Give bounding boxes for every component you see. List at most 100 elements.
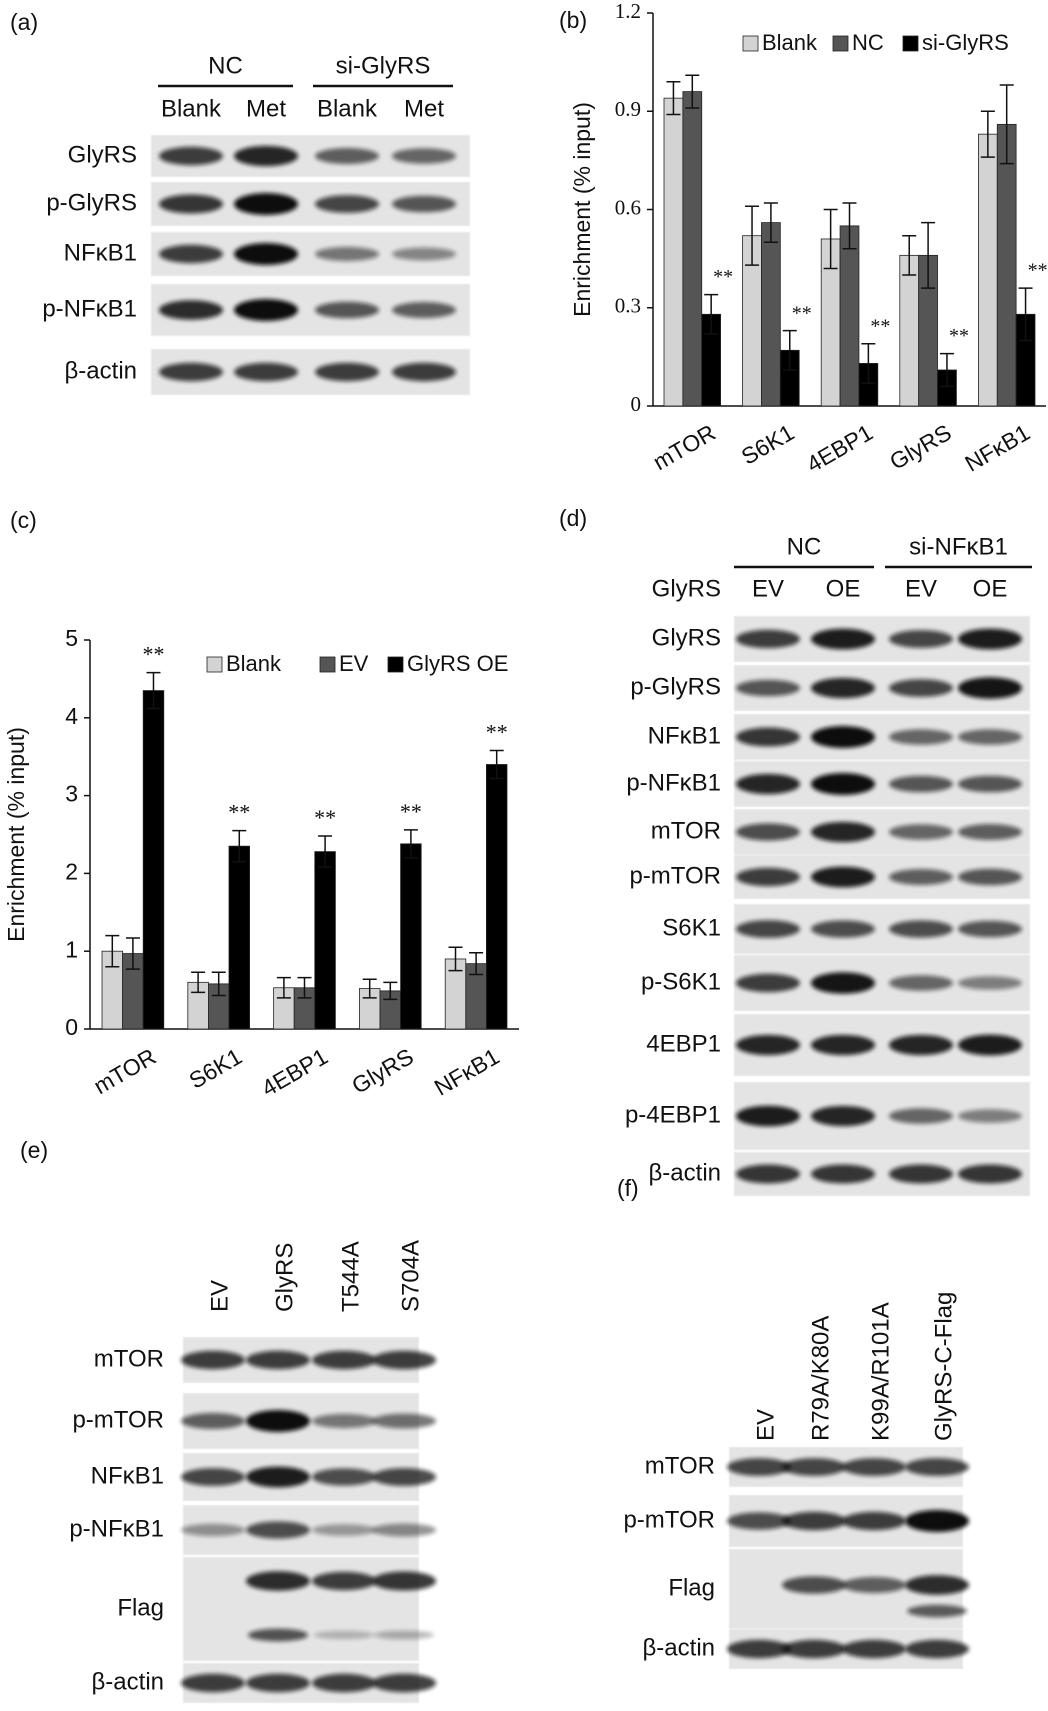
legend-swatch [319,656,336,673]
blot-band [889,679,953,697]
blot-band [811,920,875,938]
blot-band [315,246,379,262]
row-label: β-actin [92,1668,165,1695]
row-label: p-S6K1 [641,968,721,995]
bar [663,97,684,407]
legend-swatch [832,35,849,52]
blot-band [246,1350,310,1370]
blot-band [958,628,1022,650]
lane-label: EV [905,575,937,602]
bar [142,690,165,1030]
blot-band [889,630,953,648]
blot-band [782,1458,846,1476]
y-tick-label: 2 [65,858,78,884]
bar [228,845,250,1030]
row-label: p-mTOR [623,1506,715,1533]
bar [899,254,920,407]
blot-band [159,300,223,320]
legend-swatch [902,35,919,52]
lane-label: EV [752,1409,779,1441]
blot-band [372,1468,436,1486]
error-bar [489,749,504,780]
y-tick-label: 0.6 [615,195,641,219]
error-bar [191,971,206,994]
bar [400,843,422,1030]
panel-label: (d) [559,505,587,531]
y-tick-label: 4 [65,703,78,729]
blot-band [889,729,953,745]
panel-label: (f) [617,1175,639,1201]
row-label: β-actin [643,1634,716,1661]
panel-label: (b) [559,7,587,33]
x-tick-label: S6K1 [737,419,799,470]
bar [761,222,781,407]
blot-band [958,824,1022,840]
row-label: GlyRS [68,141,137,168]
blot-band [372,1673,436,1693]
blot-band [181,1523,245,1537]
x-tick-label: mTOR [89,1043,160,1099]
blot-band [736,973,800,993]
blot-band [312,1571,376,1591]
legend-label: Blank [226,651,282,676]
blot-band [234,145,298,167]
error-bar [1018,287,1033,342]
blot-band [372,1571,436,1591]
y-tick-label: 3 [65,781,78,807]
lane-label: K99A/R101A [867,1302,894,1441]
blot-band [181,1350,245,1370]
bar [978,133,998,407]
lane-title: GlyRS [652,575,721,602]
blot-band [736,629,800,649]
blot-band [392,247,456,261]
row-label: p-4EBP1 [625,1101,721,1128]
blot-band [811,1105,875,1127]
error-bar [318,835,333,868]
blot-band [312,1350,376,1370]
lane-label: GlyRS-C-Flag [930,1292,957,1441]
x-tick-label: GlyRS [885,419,956,475]
significance: ** [142,642,164,667]
legend-label: si-GlyRS [922,30,1009,55]
y-tick-label: 0.9 [615,97,641,121]
error-bar [823,208,838,270]
row-label: 4EBP1 [646,1030,721,1057]
blot-band [811,1164,875,1184]
y-tick-label: 1 [65,936,78,962]
error-bar [297,976,312,999]
blot-band [736,679,800,697]
lane-label: OE [973,575,1008,602]
row-label: Flag [117,1594,164,1621]
legend-label: NC [852,30,884,55]
blot-band [889,824,953,840]
blot-band [372,1350,436,1370]
blot-band [312,1413,376,1429]
blot-band [905,1510,969,1532]
legend-swatch [387,656,404,673]
blot-band [727,1512,791,1530]
row-label: p-mTOR [72,1406,164,1433]
error-bar [902,234,917,276]
x-tick-label: GlyRS [347,1043,418,1099]
error-bar [276,976,291,999]
legend-label: EV [339,651,369,676]
blot-band [782,1511,846,1531]
row-label: p-GlyRS [46,189,137,216]
lane-label: EV [752,575,784,602]
blot-band [958,1109,1022,1123]
blot-band [312,1673,376,1693]
group-label: si-NFκB1 [909,533,1008,560]
blot-strip [182,1556,420,1662]
blot-band [246,1521,310,1539]
error-bar [763,202,778,243]
row-label: p-NFκB1 [626,769,721,796]
error-bar [105,934,120,968]
blot-band [392,195,456,213]
blot-band [811,972,875,994]
blot-band [736,1164,800,1184]
blot-band [905,1458,969,1476]
panel-label: (a) [10,9,38,35]
error-bar [146,671,161,710]
y-tick-label: 0 [631,392,642,416]
blot-band [889,1164,953,1184]
